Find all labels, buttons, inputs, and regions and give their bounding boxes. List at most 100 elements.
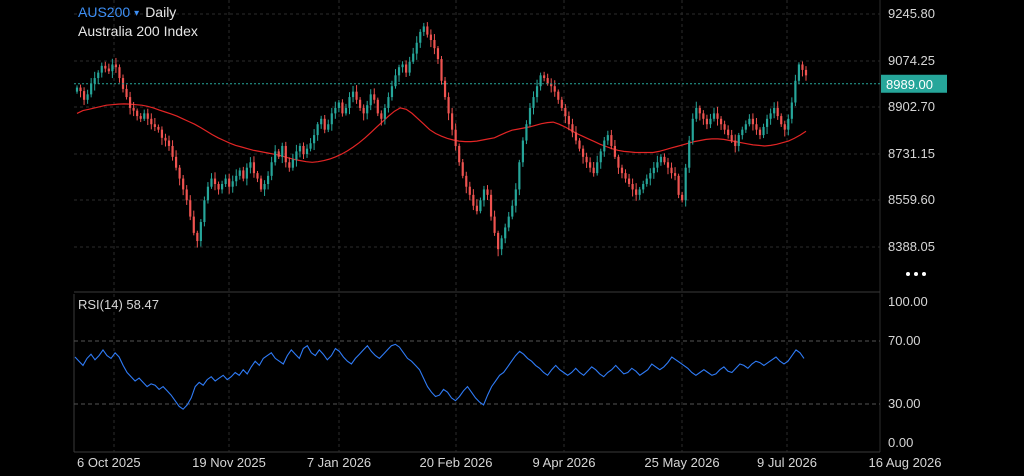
candle xyxy=(182,175,185,196)
symbol-dropdown-caret-icon[interactable]: ▾ xyxy=(134,8,140,19)
candle xyxy=(146,108,149,126)
candle xyxy=(320,115,323,129)
date-tick-label: 9 Jul 2026 xyxy=(757,455,817,470)
candle xyxy=(627,173,631,187)
candle xyxy=(574,126,578,145)
candle xyxy=(192,210,195,236)
candle xyxy=(780,113,783,127)
candle xyxy=(383,104,386,125)
candle xyxy=(727,125,730,139)
candle xyxy=(408,56,411,76)
candle xyxy=(656,155,659,173)
candle xyxy=(178,164,181,186)
timeframe-label[interactable]: Daily xyxy=(145,4,177,20)
candle xyxy=(415,36,418,60)
price-tick-label: 9074.25 xyxy=(888,53,935,68)
candle xyxy=(143,109,146,121)
candle xyxy=(217,181,220,195)
candle xyxy=(185,185,188,205)
candle xyxy=(86,89,89,104)
candle xyxy=(369,89,372,111)
candle xyxy=(557,89,560,104)
candle xyxy=(642,180,645,194)
candle xyxy=(705,114,709,130)
candle xyxy=(114,57,118,73)
candle xyxy=(426,22,429,38)
candle xyxy=(741,126,744,140)
candle xyxy=(543,71,546,82)
price-tick-label: 8731.15 xyxy=(888,146,935,161)
candle xyxy=(125,84,128,100)
candle xyxy=(394,69,397,89)
candle xyxy=(281,142,284,164)
candle xyxy=(344,103,348,116)
candle xyxy=(652,161,655,179)
candle xyxy=(355,85,358,104)
candle xyxy=(638,186,641,200)
candle xyxy=(111,58,114,79)
candle xyxy=(528,103,532,127)
candle xyxy=(581,145,585,164)
candle xyxy=(765,114,769,135)
candle xyxy=(663,153,666,165)
candle xyxy=(479,197,482,214)
candle xyxy=(270,156,273,181)
rsi-layer xyxy=(74,343,805,410)
candle xyxy=(659,154,663,166)
candle xyxy=(366,100,369,120)
candle xyxy=(666,157,670,175)
candle xyxy=(673,167,677,181)
candle xyxy=(493,210,496,236)
rsi-line xyxy=(74,343,805,410)
candle xyxy=(617,154,620,174)
candle xyxy=(213,172,217,191)
candle xyxy=(716,106,719,126)
candle xyxy=(734,134,737,153)
candle xyxy=(762,123,765,139)
candle xyxy=(220,180,224,194)
candle xyxy=(90,78,93,98)
candle xyxy=(256,170,259,183)
candle xyxy=(164,133,167,147)
candle xyxy=(79,84,82,98)
date-tick-label: 7 Jan 2026 xyxy=(307,455,371,470)
candle xyxy=(755,117,758,135)
candle xyxy=(419,29,422,48)
candle xyxy=(249,157,252,174)
candle xyxy=(486,185,489,201)
candle xyxy=(362,104,365,121)
date-tick-label: 16 Aug 2026 xyxy=(868,455,941,470)
candle xyxy=(153,117,156,132)
candle xyxy=(309,138,312,152)
grid-lines xyxy=(73,0,881,453)
candle xyxy=(571,118,574,138)
candle xyxy=(787,114,790,136)
candle xyxy=(224,174,227,187)
candle xyxy=(316,122,319,141)
rsi-tick-label: 30.00 xyxy=(888,396,921,411)
candle xyxy=(376,97,379,117)
candle xyxy=(790,97,793,124)
candle xyxy=(744,120,747,133)
candle xyxy=(553,80,556,97)
candle xyxy=(776,101,779,120)
candle xyxy=(564,104,567,124)
candle xyxy=(150,113,153,130)
candle xyxy=(769,108,772,125)
candle xyxy=(252,156,256,178)
chart-header[interactable]: AUS200 ▾ Daily xyxy=(78,4,176,20)
candle xyxy=(500,235,503,256)
candle xyxy=(199,219,202,247)
candle xyxy=(440,56,443,85)
candle xyxy=(613,139,616,160)
candle xyxy=(305,144,309,158)
candle xyxy=(210,173,213,189)
candle xyxy=(461,159,464,179)
candle xyxy=(482,185,486,207)
candle xyxy=(719,116,723,130)
candle xyxy=(737,132,740,152)
candle xyxy=(451,107,454,136)
symbol-label[interactable]: AUS200 xyxy=(78,4,131,20)
more-dots-icon[interactable] xyxy=(904,271,928,279)
